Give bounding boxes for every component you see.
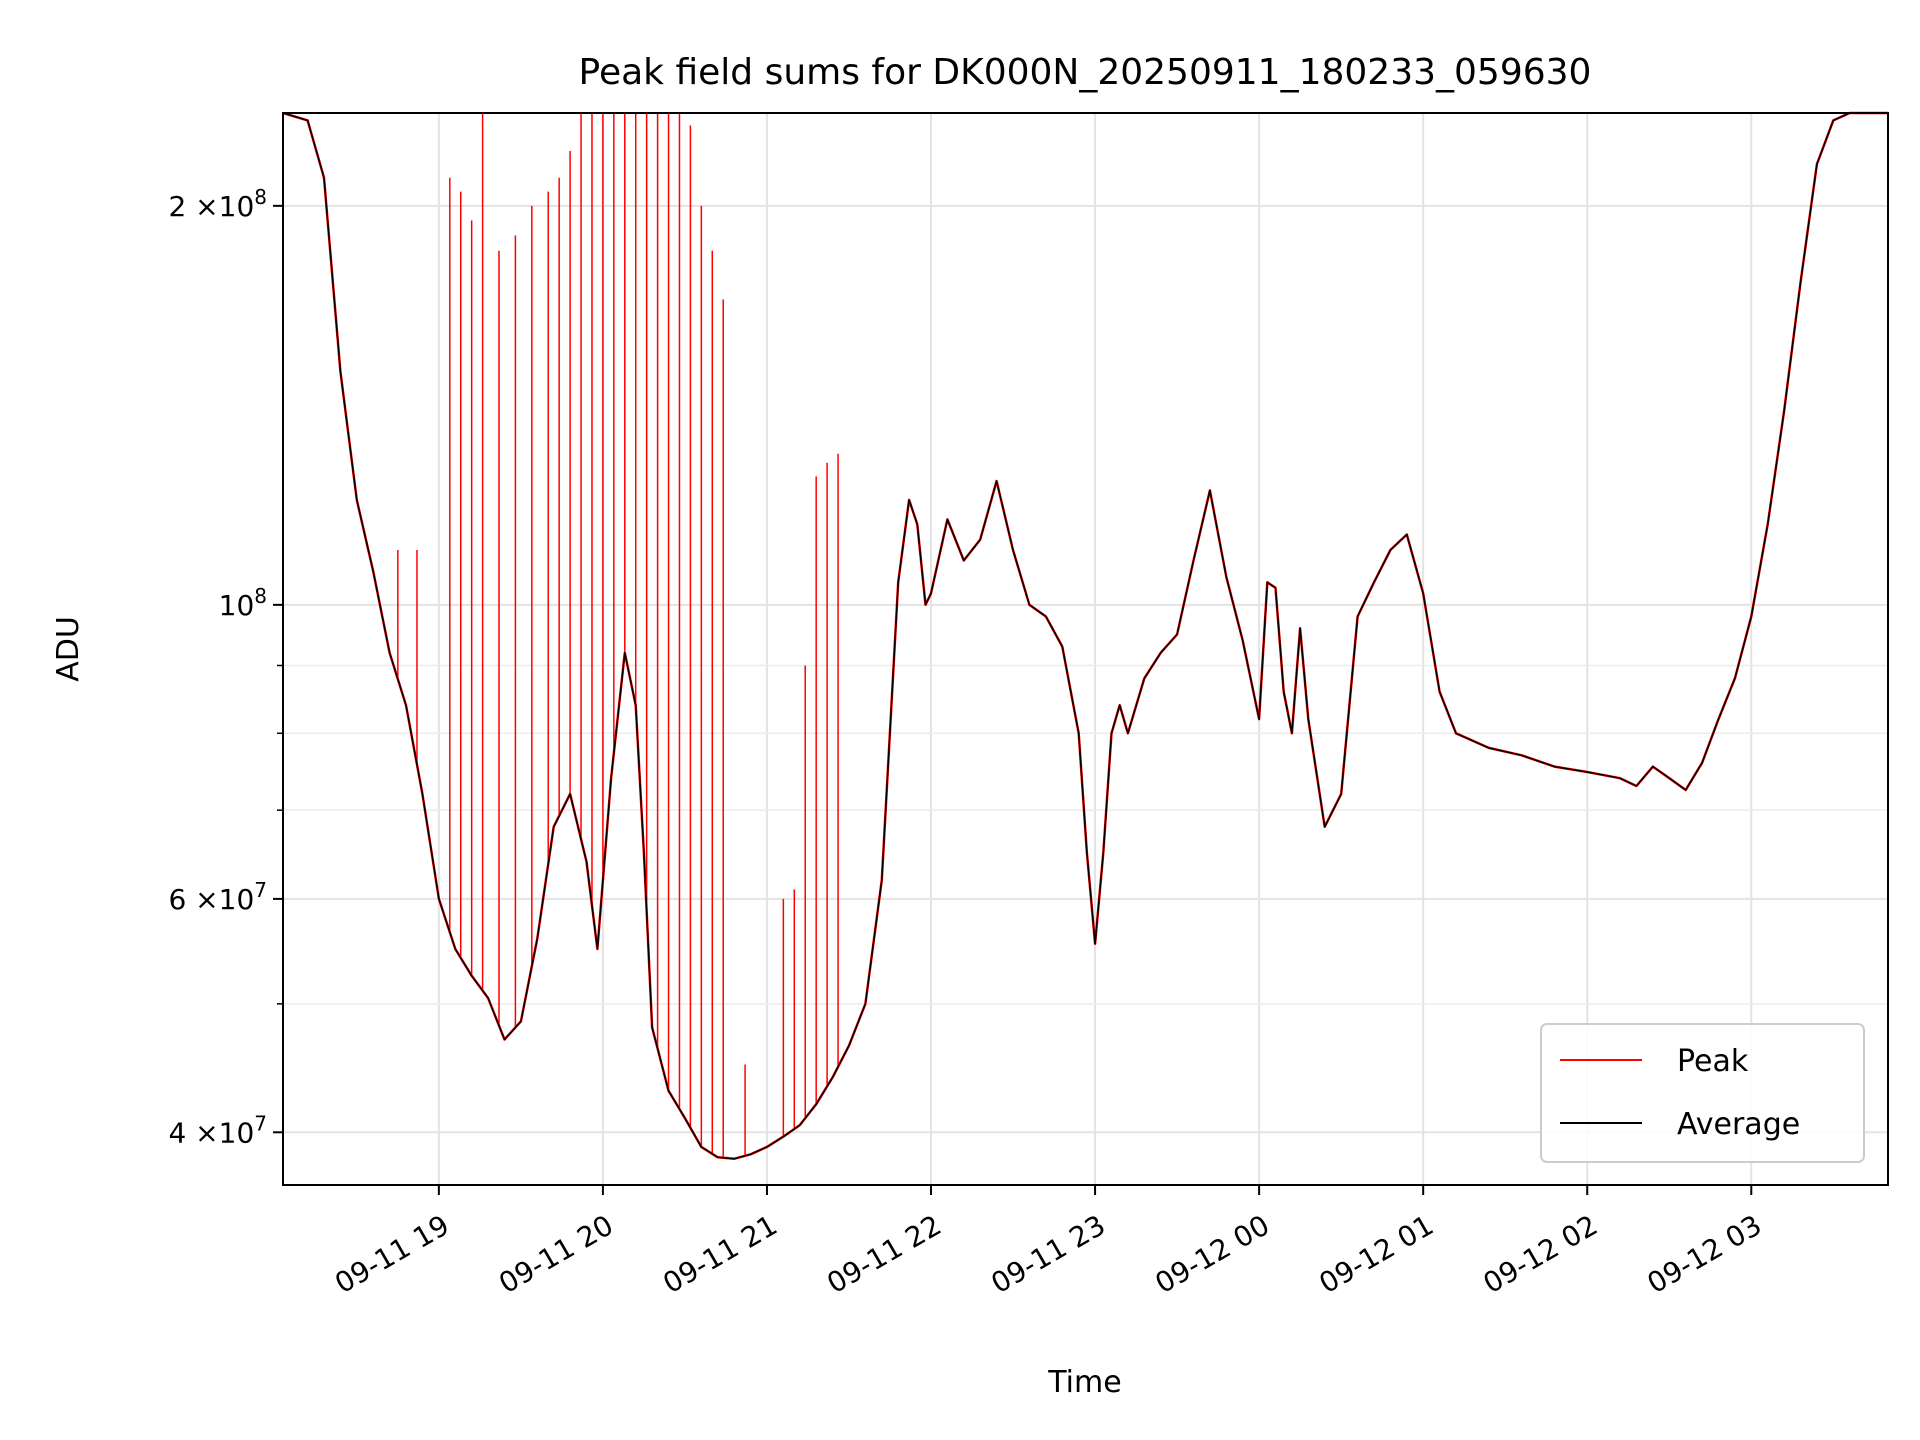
y-axis: 4 ×107 6 ×107 108 2 ×108 [168, 185, 283, 1149]
y-tick-label: 4 ×107 [168, 1111, 267, 1149]
y-tick-label: 2 ×108 [168, 185, 267, 223]
plot-frame [282, 112, 1889, 1186]
legend-peak-label: Peak [1677, 1044, 1749, 1079]
legend-average-label: Average [1677, 1107, 1800, 1142]
plot-area [282, 111, 1888, 1161]
y-axis-label: ADU [51, 616, 86, 682]
chart-title: Peak field sums for DK000N_20250911_1802… [579, 52, 1592, 93]
average-line [282, 112, 1888, 1160]
y-tick-label: 108 [219, 584, 267, 622]
legend: Peak Average [1540, 1023, 1865, 1163]
x-axis-label: Time [1047, 1365, 1121, 1400]
legend-box [1540, 1023, 1865, 1163]
grid [283, 113, 1888, 1185]
y-tick-label: 6 ×107 [168, 878, 267, 916]
